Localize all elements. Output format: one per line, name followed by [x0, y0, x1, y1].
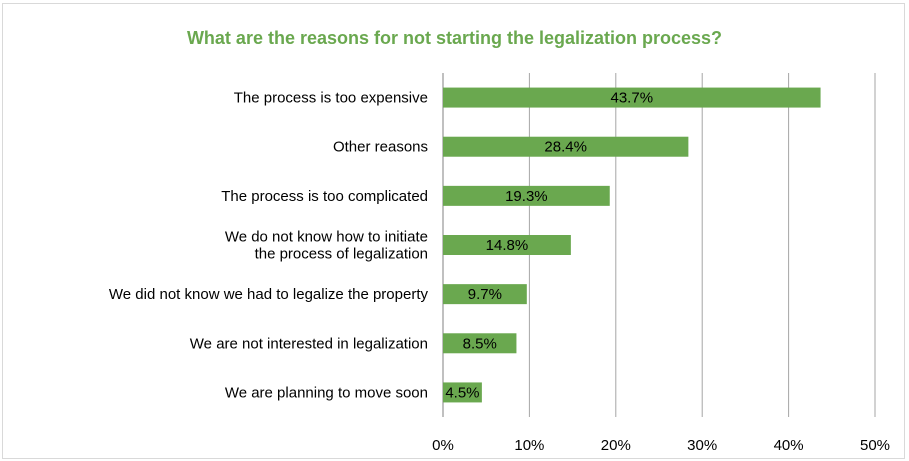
x-tick-label: 20% [601, 437, 631, 454]
bar [443, 284, 527, 305]
category-label: We do not know how to initiate the proces… [225, 229, 428, 263]
bar [443, 185, 610, 206]
bar [443, 333, 517, 354]
x-tick-label: 0% [432, 437, 454, 454]
x-tick-label: 10% [514, 437, 544, 454]
bar [443, 382, 482, 403]
x-tick-label: 50% [860, 437, 890, 454]
data-label: 14.8% [486, 237, 529, 254]
bar [443, 136, 689, 157]
bar [443, 87, 821, 108]
x-tick-label: 40% [774, 437, 804, 454]
category-label: The process is too expensive [234, 90, 428, 107]
data-label: 9.7% [468, 286, 502, 303]
data-label: 28.4% [544, 139, 587, 156]
data-label: 4.5% [445, 384, 479, 401]
x-tick-label: 30% [687, 437, 717, 454]
data-label: 43.7% [611, 90, 654, 107]
bar [443, 235, 571, 255]
category-label: Other reasons [333, 139, 428, 156]
chart-title: What are the reasons for not starting th… [186, 28, 723, 48]
category-label: We did not know we had to legalize the p… [109, 286, 429, 303]
category-label: We are not interested in legalization [190, 335, 428, 352]
data-label: 19.3% [505, 188, 548, 205]
category-label: We are planning to move soon [225, 384, 428, 401]
data-label: 8.5% [463, 335, 497, 352]
category-label: The process is too complicated [221, 188, 428, 205]
